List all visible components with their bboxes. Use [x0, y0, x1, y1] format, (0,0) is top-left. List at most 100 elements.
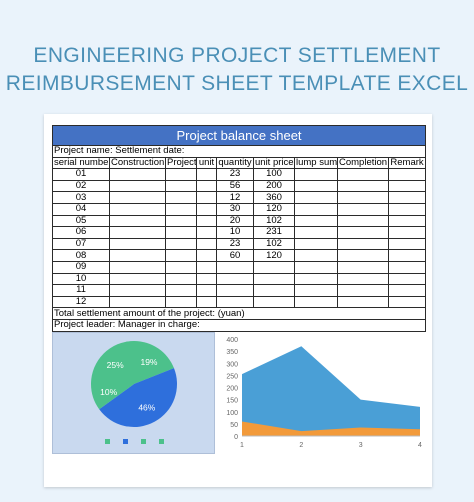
table-cell — [165, 237, 197, 251]
table-cell — [196, 226, 217, 239]
table-row: 12 — [52, 295, 427, 309]
table-cell — [387, 191, 427, 204]
table-row: 01 23 100 — [52, 168, 427, 181]
header-cell: unit price — [253, 156, 295, 170]
table-cell — [165, 295, 197, 309]
table-cell — [294, 202, 338, 216]
y-tick-label: 100 — [226, 410, 238, 417]
unit-price-cell: 100 — [253, 168, 295, 181]
table-cell — [387, 295, 427, 309]
table-cell — [196, 284, 217, 297]
sheet-title: Project balance sheet — [51, 125, 427, 146]
header-cell: serial number — [52, 156, 110, 170]
table-cell — [109, 284, 166, 297]
table-cell — [337, 226, 389, 239]
unit-price-cell — [253, 284, 295, 297]
table-cell — [387, 284, 427, 297]
table-cell — [387, 168, 427, 181]
table-row: 05 20 102 — [52, 214, 427, 228]
table-cell — [294, 179, 338, 193]
table-cell — [294, 284, 338, 297]
header-cell: unit — [196, 156, 217, 170]
table-cell — [196, 272, 217, 286]
y-tick-label: 350 — [226, 349, 238, 356]
area-chart-panel: 0 50 100 150 200 250 300 350 400 1 2 3 4 — [215, 332, 425, 454]
table-cell — [165, 260, 197, 274]
table-cell — [109, 237, 166, 251]
table-cell — [337, 249, 389, 262]
table-cell — [337, 168, 389, 181]
table-cell — [294, 249, 338, 262]
table-cell — [165, 284, 197, 297]
table-cell — [196, 214, 217, 228]
unit-price-cell — [253, 295, 295, 309]
pie-slice-label: 19% — [140, 357, 157, 367]
serial-cell: 03 — [52, 191, 110, 204]
table-cell — [294, 226, 338, 239]
table-cell — [109, 168, 166, 181]
pie-chart: 19% 46% 10% 25% — [91, 341, 178, 444]
table-cell — [109, 191, 166, 204]
table-cell — [387, 226, 427, 239]
table-cell — [109, 179, 166, 193]
table-cell — [165, 249, 197, 262]
quantity-cell: 56 — [216, 179, 254, 193]
unit-price-cell: 102 — [253, 237, 295, 251]
table-cell — [387, 179, 427, 193]
y-tick-label: 300 — [226, 361, 238, 368]
table-cell — [165, 272, 197, 286]
quantity-cell: 10 — [216, 226, 254, 239]
quantity-cell — [216, 272, 254, 286]
table-cell — [337, 202, 389, 216]
table-cell — [196, 202, 217, 216]
pie-slice-label: 46% — [138, 402, 155, 412]
table-row: 10 — [52, 272, 427, 286]
y-tick-label: 0 — [234, 434, 238, 441]
project-name-row: Project name: Settlement date: — [51, 145, 427, 158]
table-cell — [165, 168, 197, 181]
area-series — [242, 346, 420, 436]
table-cell — [109, 295, 166, 309]
table-cell — [109, 214, 166, 228]
table-cell — [294, 214, 338, 228]
table-cell — [337, 237, 389, 251]
table-cell — [294, 295, 338, 309]
table-cell — [294, 191, 338, 204]
y-tick-label: 250 — [226, 373, 238, 380]
table-cell — [337, 214, 389, 228]
table-cell — [165, 214, 197, 228]
quantity-cell: 60 — [216, 249, 254, 262]
pie-slice-label: 25% — [107, 360, 124, 370]
balance-table: Project balance sheet Project name: Sett… — [51, 125, 427, 332]
table-cell — [387, 214, 427, 228]
unit-price-cell: 231 — [253, 226, 295, 239]
unit-price-cell: 360 — [253, 191, 295, 204]
leader-row: Project leader: Manager in charge: — [51, 318, 427, 332]
x-tick-label: 1 — [240, 442, 244, 449]
unit-price-cell: 200 — [253, 179, 295, 193]
table-cell — [196, 295, 217, 309]
page-title-line-2: REIMBURSEMENT SHEET TEMPLATE EXCEL — [5, 72, 469, 95]
y-tick-label: 150 — [226, 398, 238, 405]
table-row: 09 — [52, 260, 427, 274]
table-row: 08 60 120 — [52, 249, 427, 262]
legend-marker — [159, 439, 164, 444]
y-tick-label: 50 — [230, 422, 238, 429]
header-cell: lump sum — [294, 156, 338, 170]
table-cell — [165, 226, 197, 239]
quantity-cell: 30 — [216, 202, 254, 216]
serial-cell: 10 — [52, 272, 110, 286]
table-cell — [109, 260, 166, 274]
x-tick-label: 3 — [359, 442, 363, 449]
area-chart: 0 50 100 150 200 250 300 350 400 1 2 3 4 — [226, 337, 422, 449]
table-cell — [294, 272, 338, 286]
header-cell: Project — [165, 156, 197, 170]
quantity-cell — [216, 295, 254, 309]
table-cell — [294, 168, 338, 181]
quantity-cell: 23 — [216, 237, 254, 251]
serial-cell: 02 — [52, 179, 110, 193]
table-cell — [387, 249, 427, 262]
table-cell — [337, 191, 389, 204]
unit-price-cell — [253, 272, 295, 286]
table-row: 02 56 200 — [52, 179, 427, 193]
